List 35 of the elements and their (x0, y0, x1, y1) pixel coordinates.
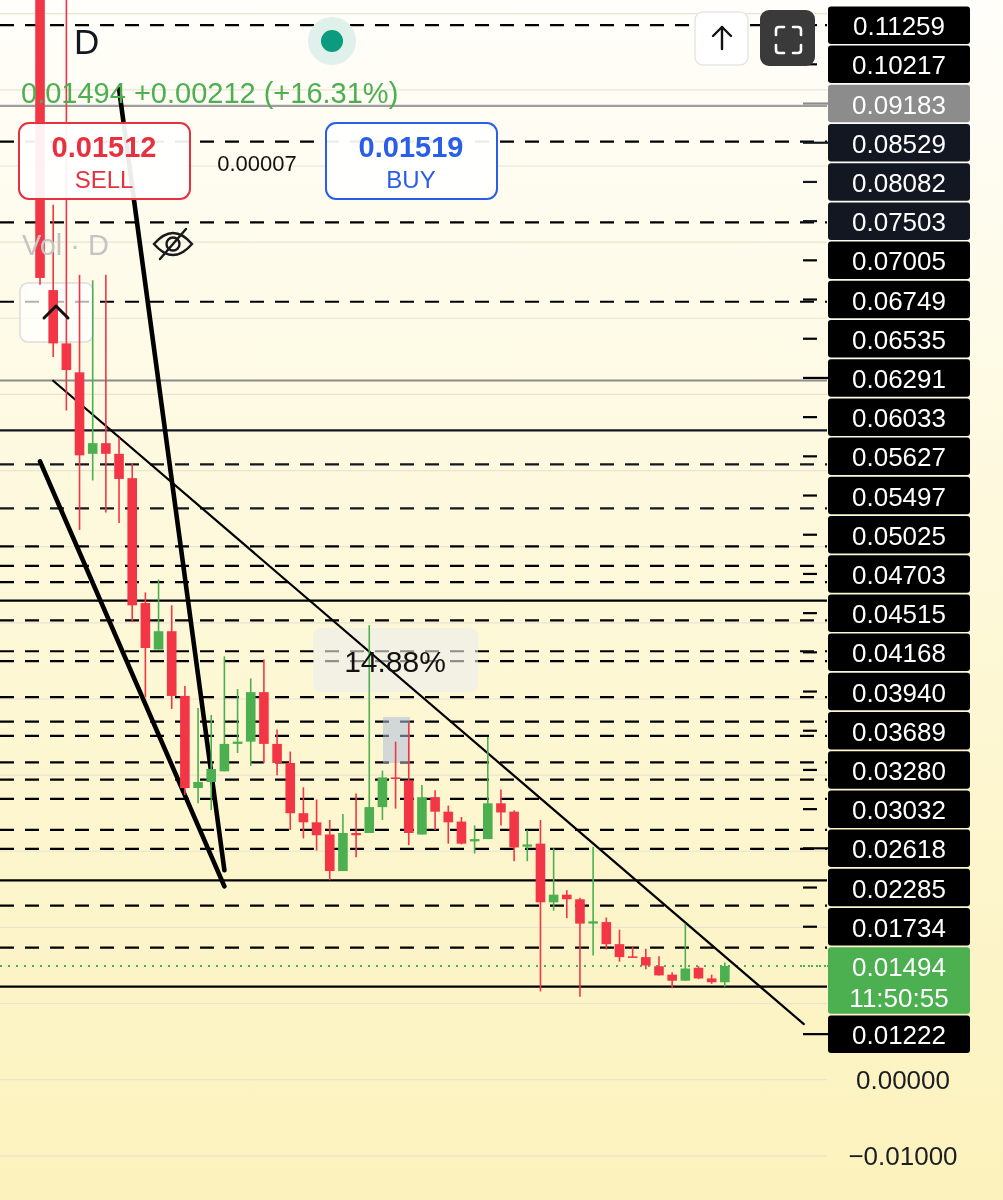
y-tick-label: 0.00000 (856, 1064, 950, 1095)
legend-label: 0.08082 (852, 167, 946, 198)
ref-line-label: 0.02285 (852, 873, 946, 904)
ref-line-label: 0.01734 (852, 912, 946, 943)
annotation: BUY (386, 165, 436, 193)
legend-label: 0.04515 (852, 599, 946, 630)
legend-label: 0.10217 (852, 50, 946, 81)
legend-label: 0.06749 (852, 285, 946, 316)
legend-label: 0.07005 (852, 246, 946, 277)
legend-label: 0.03689 (852, 716, 946, 747)
legend-label: 0.02618 (852, 834, 946, 865)
annotation: 0.00007 (217, 150, 297, 176)
text: D (74, 21, 100, 61)
legend-label: 0.07503 (852, 207, 946, 238)
legend-label: 0.05497 (852, 481, 946, 512)
legend-label: 0.04703 (852, 559, 946, 590)
legend-label: 0.03032 (852, 795, 946, 826)
legend-label: 0.05025 (852, 520, 946, 551)
legend-label: 0.03940 (852, 677, 946, 708)
ref-line-label: 0.01494 (852, 951, 946, 982)
y-tick-label: −0.01000 (848, 1140, 958, 1171)
legend-label: 0.09183 (852, 89, 946, 120)
legend-label: 0.08529 (852, 128, 946, 159)
legend-label: 0.04168 (852, 638, 946, 669)
annotation: 0.01512 (51, 131, 157, 163)
legend-label: 0.06033 (852, 403, 946, 434)
annotation: SELL (74, 165, 134, 193)
legend-label: 0.06291 (852, 363, 946, 394)
legend-label: 0.03280 (852, 755, 946, 786)
annotation: 0.01519 (358, 131, 464, 163)
legend-label: 0.11259 (852, 11, 946, 42)
legend-label: 0.06535 (852, 324, 946, 355)
legend-label: 0.01222 (852, 1020, 946, 1051)
legend-label: 0.05627 (852, 442, 946, 473)
text: 11:50:55 (849, 982, 949, 1013)
